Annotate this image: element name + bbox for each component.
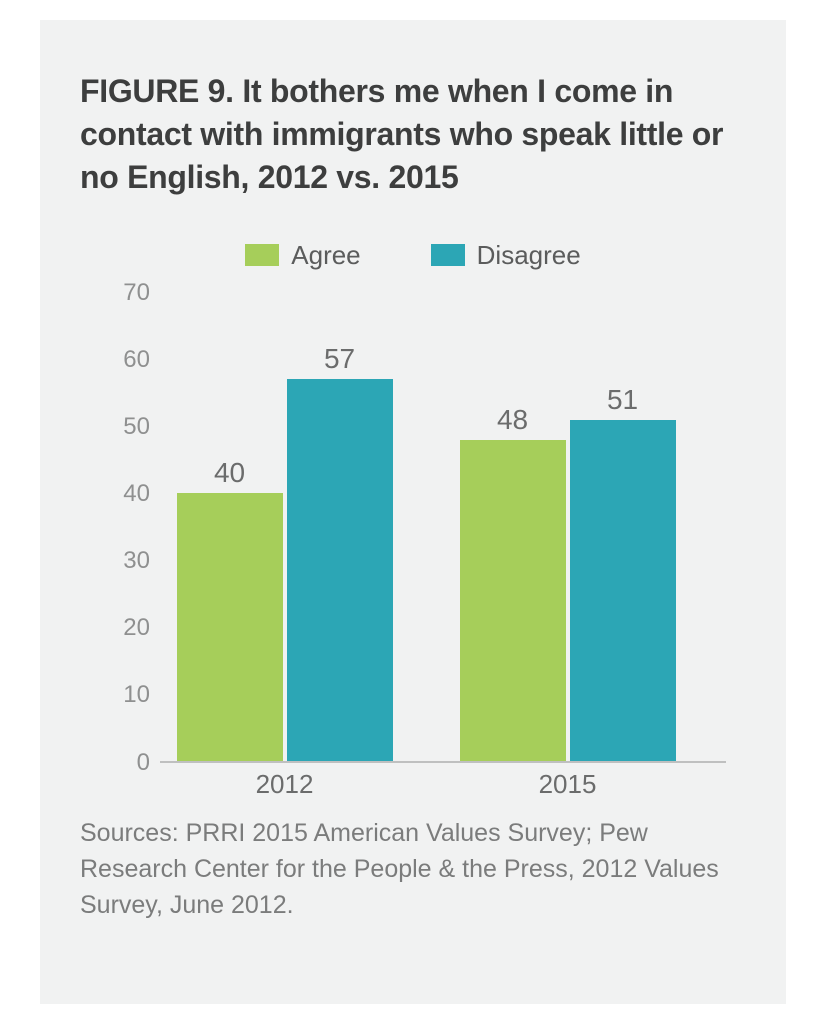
legend-swatch-agree	[245, 244, 279, 266]
y-tick: 20	[100, 614, 150, 642]
figure-title: FIGURE 9. It bothers me when I come in c…	[80, 70, 746, 200]
x-axis: 2012 2015	[160, 769, 726, 799]
bar-2012-disagree: 57	[287, 379, 393, 760]
bar-label: 48	[460, 404, 566, 436]
y-tick: 70	[100, 279, 150, 307]
x-label-2015: 2015	[539, 769, 597, 800]
bar-label: 57	[287, 343, 393, 375]
bar-group-2012: 40 57	[175, 293, 395, 761]
legend-item-agree: Agree	[245, 240, 360, 271]
bar-label: 40	[177, 457, 283, 489]
y-tick: 30	[100, 547, 150, 575]
legend-item-disagree: Disagree	[431, 240, 581, 271]
chart-legend: Agree Disagree	[80, 240, 746, 271]
bar-chart: 70 60 50 40 30 20 10 0 40 57	[100, 293, 726, 793]
bar-label: 51	[570, 384, 676, 416]
y-tick: 40	[100, 480, 150, 508]
x-label-2012: 2012	[256, 769, 314, 800]
bar-group-2015: 48 51	[458, 293, 678, 761]
bar-2015-agree: 48	[460, 440, 566, 761]
y-tick: 50	[100, 413, 150, 441]
y-tick: 60	[100, 346, 150, 374]
plot-inner: 40 57 48 51	[160, 293, 726, 761]
legend-label-disagree: Disagree	[477, 240, 581, 271]
y-axis: 70 60 50 40 30 20 10 0	[100, 293, 150, 763]
legend-swatch-disagree	[431, 244, 465, 266]
source-citation: Sources: PRRI 2015 American Values Surve…	[80, 815, 746, 924]
bar-2015-disagree: 51	[570, 420, 676, 761]
bar-2012-agree: 40	[177, 493, 283, 760]
y-tick: 0	[100, 749, 150, 777]
figure-container: FIGURE 9. It bothers me when I come in c…	[40, 20, 786, 1004]
y-tick: 10	[100, 681, 150, 709]
legend-label-agree: Agree	[291, 240, 360, 271]
plot-area: 40 57 48 51	[160, 293, 726, 763]
